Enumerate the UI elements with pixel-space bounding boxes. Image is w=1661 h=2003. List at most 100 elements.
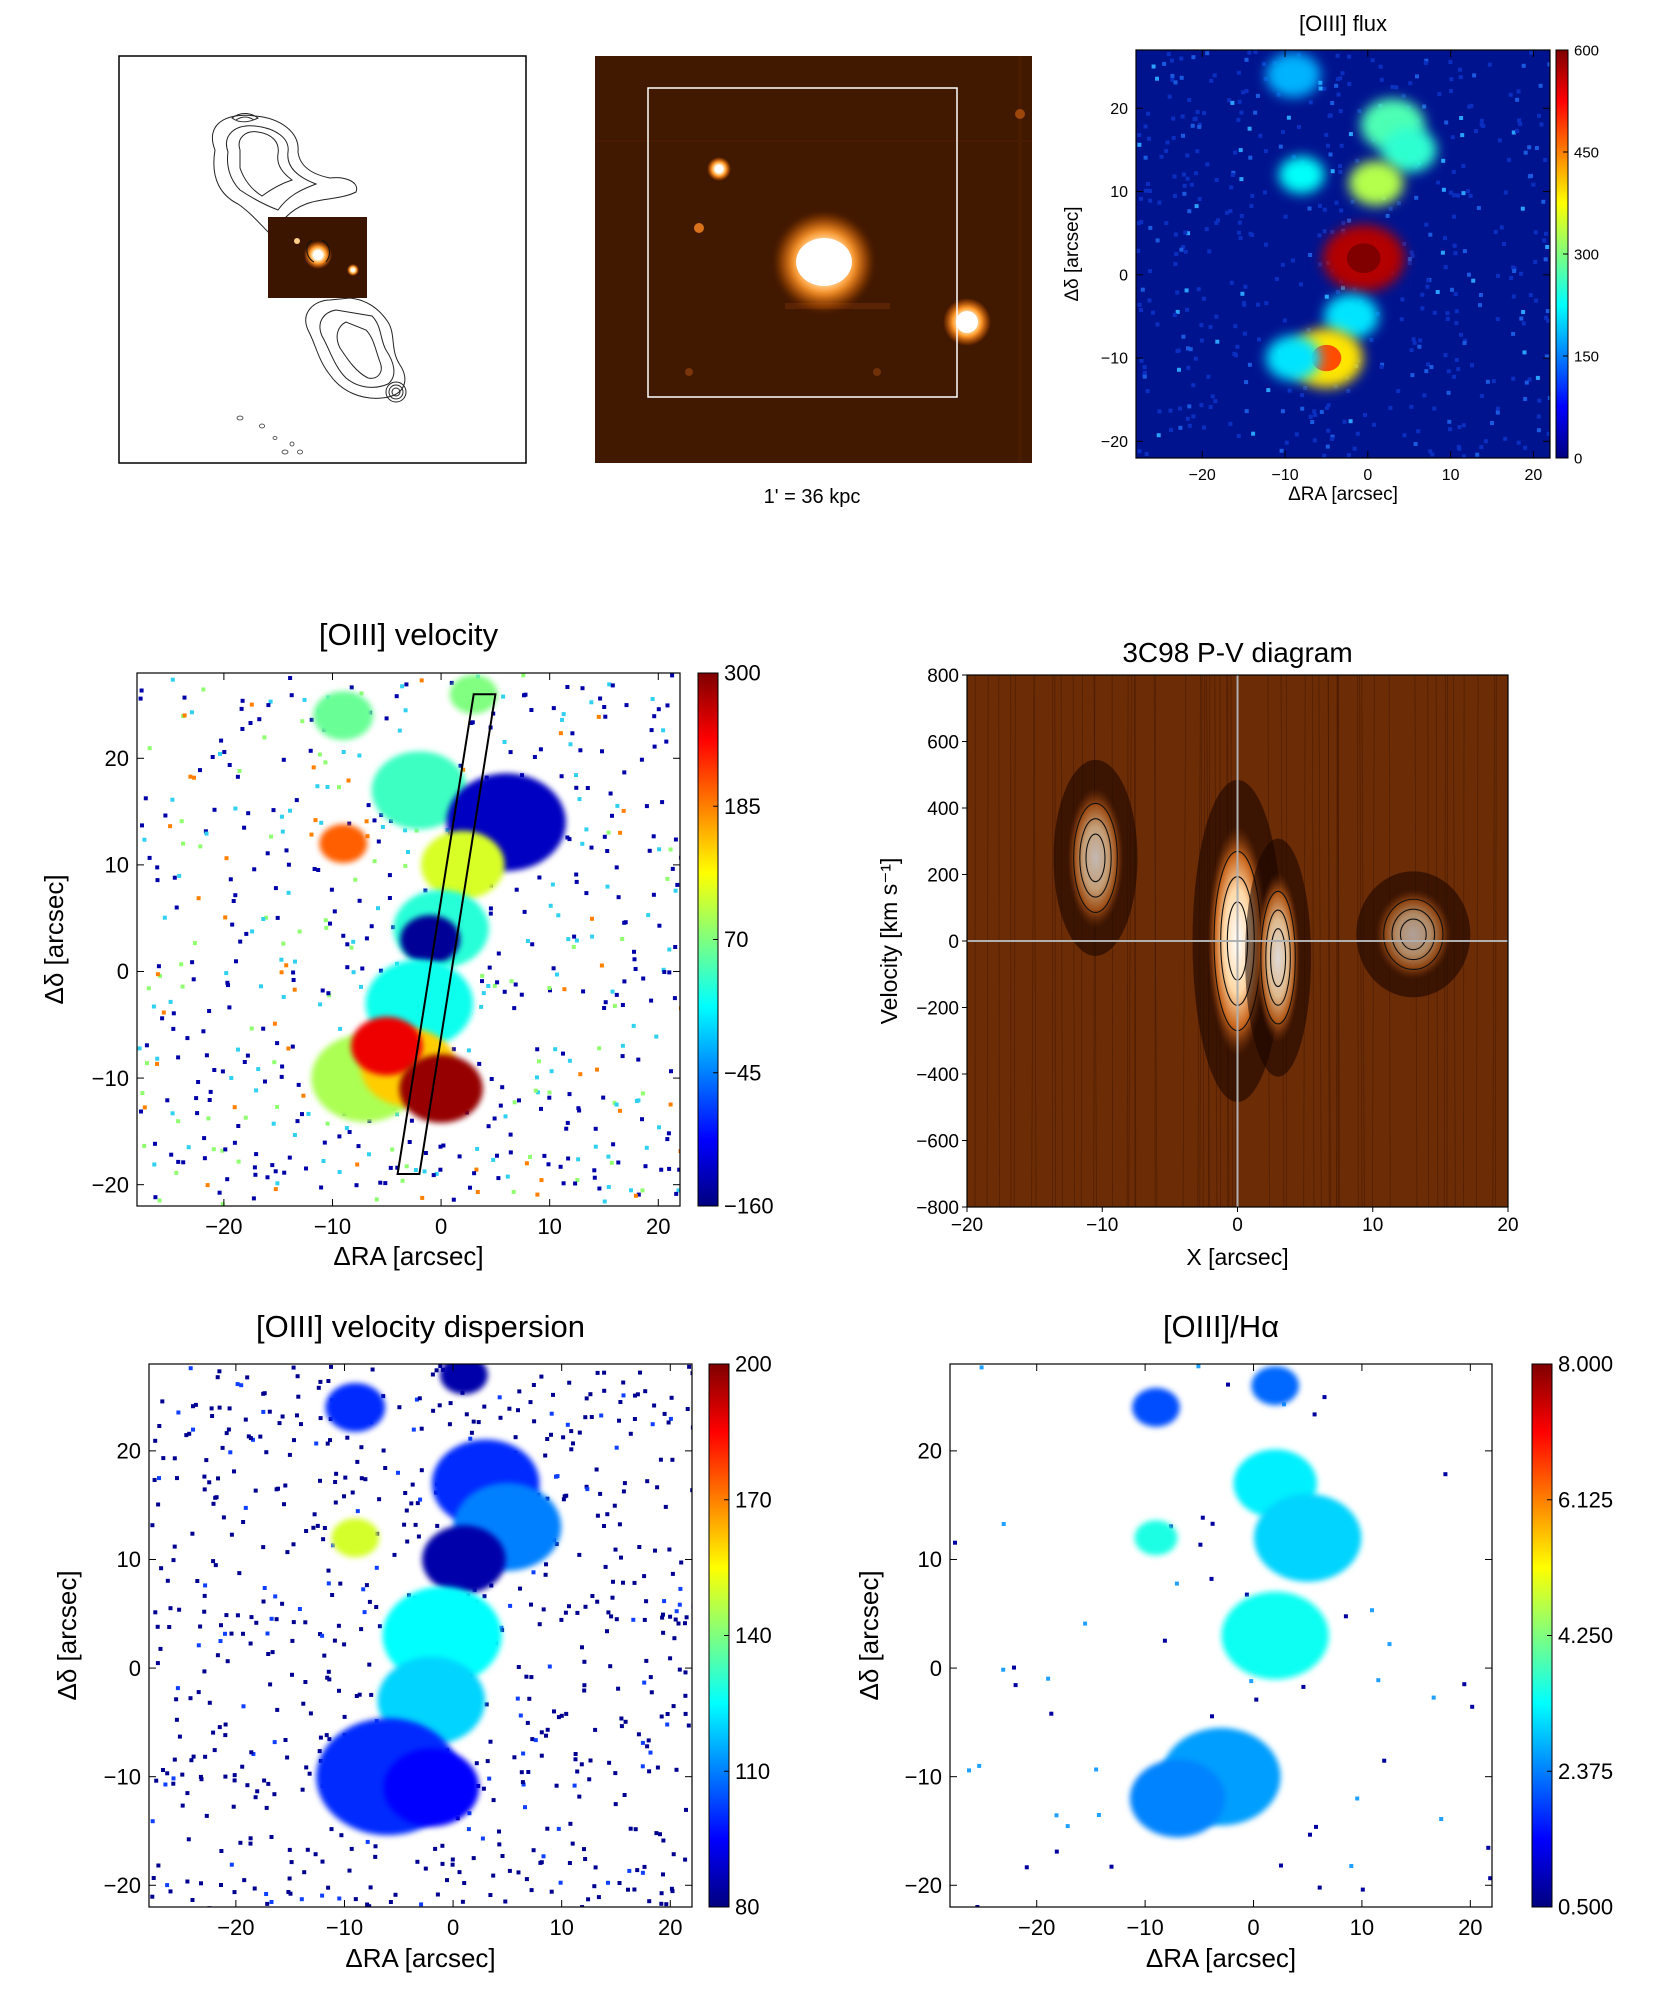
- noise-pixel: [302, 697, 307, 702]
- noise-pixel: [1247, 362, 1252, 367]
- noise-pixel: [228, 1450, 233, 1455]
- noise-pixel: [1322, 229, 1327, 234]
- noise-pixel: [619, 1555, 623, 1560]
- noise-pixel: [216, 1476, 220, 1481]
- noise-pixel: [1447, 419, 1452, 424]
- emission-blob: [1266, 52, 1321, 98]
- x-axis-label: ΔRA [arcsec]: [1288, 484, 1398, 505]
- noise-pixel: [284, 848, 289, 853]
- noise-pixel: [577, 1108, 582, 1113]
- noise-pixel: [1137, 142, 1142, 147]
- noise-pixel: [633, 1193, 638, 1198]
- radio-contours-north-lobe: [211, 113, 358, 237]
- noise-pixel: [1457, 425, 1462, 430]
- noise-pixel: [1450, 287, 1454, 292]
- noise-pixel: [668, 1656, 673, 1661]
- noise-pixel: [1509, 276, 1514, 281]
- noise-pixel: [318, 1002, 323, 1007]
- noise-pixel: [584, 1396, 589, 1401]
- noise-pixel: [242, 1060, 247, 1064]
- noise-pixel: [659, 1167, 664, 1172]
- noise-pixel: [219, 1623, 223, 1628]
- noise-pixel: [362, 1610, 367, 1615]
- noise-pixel: [161, 1010, 166, 1015]
- noise-pixel: [142, 1105, 147, 1110]
- noise-pixel: [1407, 261, 1412, 266]
- noise-pixel: [654, 1831, 659, 1836]
- noise-pixel: [1279, 448, 1284, 453]
- noise-pixel: [159, 1566, 164, 1571]
- noise-pixel: [264, 1450, 269, 1455]
- noise-pixel: [1457, 446, 1462, 451]
- colorbar-tick-label: 150: [1574, 348, 1599, 365]
- noise-pixel: [574, 785, 579, 790]
- noise-pixel: [153, 1610, 158, 1615]
- noise-pixel: [1432, 310, 1437, 315]
- noise-pixel: [671, 1852, 676, 1857]
- noise-pixel: [529, 1888, 534, 1893]
- noise-pixel: [202, 1593, 207, 1598]
- noise-pixel: [1443, 265, 1448, 270]
- noise-pixel: [1330, 229, 1335, 234]
- noise-pixel: [186, 1837, 191, 1842]
- noise-pixel: [605, 884, 610, 889]
- noise-pixel: [229, 1532, 234, 1537]
- noise-pixel: [1429, 365, 1434, 369]
- noise-pixel: [1146, 136, 1151, 141]
- noise-pixel: [232, 1469, 236, 1474]
- noise-pixel: [291, 1365, 296, 1370]
- noise-pixel: [650, 1422, 655, 1427]
- noise-pixel: [367, 1599, 372, 1604]
- noise-pixel: [1164, 221, 1169, 225]
- noise-pixel: [669, 1069, 673, 1074]
- noise-pixel: [338, 1581, 343, 1586]
- noise-pixel: [1313, 412, 1318, 417]
- colorbar-tick-label: 140: [735, 1623, 772, 1648]
- noise-pixel: [359, 1476, 364, 1481]
- noise-pixel: [598, 696, 603, 701]
- noise-pixel: [231, 899, 236, 903]
- noise-pixel: [645, 1744, 650, 1749]
- noise-pixel: [519, 1770, 524, 1775]
- noise-pixel: [602, 1388, 607, 1393]
- noise-pixel: [616, 895, 621, 900]
- noise-pixel: [538, 747, 543, 752]
- noise-pixel: [155, 1661, 160, 1666]
- noise-pixel: [333, 1480, 338, 1484]
- noise-pixel: [571, 944, 576, 949]
- noise-pixel: [1263, 190, 1267, 195]
- noise-pixel: [356, 1144, 361, 1149]
- noise-pixel: [1443, 353, 1448, 358]
- noise-pixel: [583, 1604, 588, 1609]
- emission-blob: [421, 830, 505, 900]
- noise-pixel: [1186, 365, 1191, 370]
- noise-pixel: [1226, 1382, 1230, 1387]
- plot-frame: [949, 1363, 1493, 1908]
- noise-pixel: [1236, 117, 1241, 122]
- noise-pixel: [1521, 310, 1526, 314]
- noise-pixel: [286, 1890, 291, 1894]
- chart-title: [OIII] flux: [1299, 11, 1387, 36]
- noise-pixel: [1171, 116, 1176, 121]
- noise-pixel: [583, 1857, 588, 1861]
- noise-pixel: [269, 1835, 274, 1839]
- noise-pixel: [614, 865, 619, 870]
- noise-pixel: [648, 1675, 653, 1680]
- noise-pixel: [1322, 453, 1327, 458]
- noise-pixel: [636, 1057, 641, 1062]
- noise-pixel: [560, 717, 564, 722]
- noise-pixel: [1182, 183, 1187, 188]
- noise-pixel: [1236, 70, 1241, 75]
- noise-pixel: [1497, 138, 1502, 143]
- noise-pixel: [196, 896, 201, 901]
- noise-pixel: [539, 1178, 544, 1183]
- noise-pixel: [355, 1509, 360, 1514]
- noise-pixel: [273, 886, 278, 891]
- noise-pixel: [417, 1396, 422, 1401]
- noise-pixel: [269, 1900, 274, 1904]
- noise-pixel: [272, 1740, 277, 1745]
- noise-pixel: [685, 1407, 690, 1411]
- noise-pixel: [1388, 206, 1393, 211]
- x-tick-label: 0: [1247, 1915, 1259, 1940]
- noise-pixel: [212, 1748, 217, 1753]
